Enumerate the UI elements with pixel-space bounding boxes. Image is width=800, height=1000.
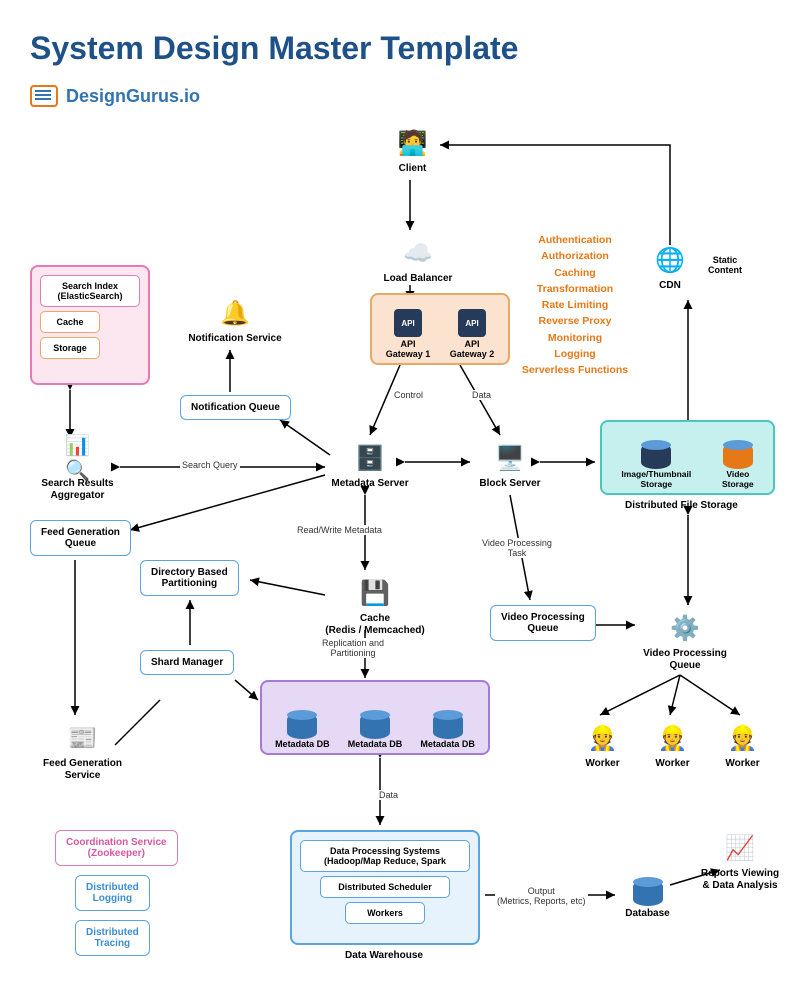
db-icon	[433, 713, 463, 739]
file-storage-group: Image/ThumbnailStorage VideoStorage	[600, 420, 775, 495]
dist-sched-box: Distributed Scheduler	[320, 876, 450, 898]
cache-node: 💾 Cache(Redis / Memcached)	[320, 575, 430, 637]
load-balancer-node: ☁️ Load Balancer	[378, 235, 458, 285]
gear-icon: ⚙️	[667, 610, 703, 646]
cdn-icon: 🌐	[652, 242, 688, 278]
page-title: System Design Master Template	[30, 30, 518, 67]
video-proc-queue-node: ⚙️ Video ProcessingQueue	[640, 610, 730, 672]
search-index-box: Search Index(ElasticSearch)	[40, 275, 140, 307]
metadata-db-group: Metadata DB Metadata DB Metadata DB	[260, 680, 490, 755]
feed-gen-service-node: 📰 Feed GenerationService	[40, 720, 125, 782]
reports-node: 📈 Reports Viewing& Data Analysis	[695, 830, 785, 892]
worker-icon: 👷	[585, 720, 621, 756]
client-node: 🧑‍💻 Client	[390, 125, 435, 175]
metadata-db-3: Metadata DB	[420, 713, 475, 749]
cache-icon: 💾	[357, 575, 393, 611]
edge-replication: Replication andPartitioning	[320, 638, 386, 658]
block-server-icon: 🖥️	[492, 440, 528, 476]
api-icon: API	[394, 309, 422, 337]
person-icon: 🧑‍💻	[395, 125, 431, 161]
block-server-node: 🖥️ Block Server	[475, 440, 545, 490]
edge-rw-metadata: Read/Write Metadata	[295, 525, 384, 535]
brand-icon	[30, 85, 58, 107]
api-gateway-tags: AuthenticationAuthorizationCachingTransf…	[520, 232, 630, 378]
feed-icon: 📰	[65, 720, 101, 756]
notification-queue-box: Notification Queue	[180, 395, 291, 420]
brand-text: DesignGurus.io	[66, 86, 200, 107]
cdn-node: 🌐 CDN	[650, 242, 690, 292]
shard-manager-box: Shard Manager	[140, 650, 234, 675]
video-proc-queue-box: Video ProcessingQueue	[490, 605, 596, 641]
img-storage: Image/ThumbnailStorage	[621, 443, 691, 489]
search-aggregator-node: 📊🔍 Search ResultsAggregator	[35, 440, 120, 502]
coord-service-box: Coordination Service(Zookeeper)	[55, 830, 178, 866]
video-storage: VideoStorage	[722, 443, 754, 489]
search-index-group: Search Index(ElasticSearch) Cache Storag…	[30, 265, 150, 385]
dist-file-storage-label: Distributed File Storage	[625, 500, 738, 511]
notification-service-node: 🔔 Notification Service	[185, 295, 285, 345]
worker-icon: 👷	[725, 720, 761, 756]
diagram-canvas: { "title": "System Design Master Templat…	[0, 0, 800, 1000]
edge-data: Data	[470, 390, 493, 400]
worker-3: 👷Worker	[720, 720, 765, 770]
static-content-label: StaticContent	[700, 255, 750, 275]
dw-workers-box: Workers	[345, 902, 425, 924]
api-gateway-group: API APIGateway 1 API APIGateway 2	[370, 293, 510, 365]
dir-partition-box: Directory BasedPartitioning	[140, 560, 239, 596]
bell-icon: 🔔	[217, 295, 253, 331]
search-cache-box: Cache	[40, 311, 100, 333]
storage-icon	[641, 443, 671, 469]
db-icon	[287, 713, 317, 739]
storage-icon	[723, 443, 753, 469]
brand: DesignGurus.io	[30, 85, 200, 107]
metadata-server-node: 🗄️ Metadata Server	[330, 440, 410, 490]
api-gw-2: API APIGateway 2	[450, 309, 495, 359]
edge-control: Control	[392, 390, 425, 400]
dist-tracing-box: DistributedTracing	[75, 920, 150, 956]
db-icon	[360, 713, 390, 739]
database-node: Database	[620, 880, 675, 920]
data-warehouse-group: Data Processing Systems(Hadoop/Map Reduc…	[290, 830, 480, 945]
search-icon: 📊🔍	[60, 440, 96, 476]
lb-icon: ☁️	[400, 235, 436, 271]
server-icon: 🗄️	[352, 440, 388, 476]
metadata-db-1: Metadata DB	[275, 713, 330, 749]
dps-box: Data Processing Systems(Hadoop/Map Reduc…	[300, 840, 470, 872]
api-gw-1: API APIGateway 1	[386, 309, 431, 359]
search-storage-box: Storage	[40, 337, 100, 359]
dist-logging-box: DistributedLogging	[75, 875, 150, 911]
chart-icon: 📈	[722, 830, 758, 866]
metadata-db-2: Metadata DB	[348, 713, 403, 749]
feed-gen-queue-box: Feed GenerationQueue	[30, 520, 131, 556]
edge-data2: Data	[377, 790, 400, 800]
worker-icon: 👷	[655, 720, 691, 756]
api-icon: API	[458, 309, 486, 337]
edge-search-query: Search Query	[180, 460, 240, 470]
data-warehouse-label: Data Warehouse	[345, 950, 423, 961]
db-icon	[633, 880, 663, 906]
edge-video-task: Video ProcessingTask	[480, 538, 554, 558]
worker-1: 👷Worker	[580, 720, 625, 770]
edge-output: Output(Metrics, Reports, etc)	[495, 886, 588, 906]
worker-2: 👷Worker	[650, 720, 695, 770]
